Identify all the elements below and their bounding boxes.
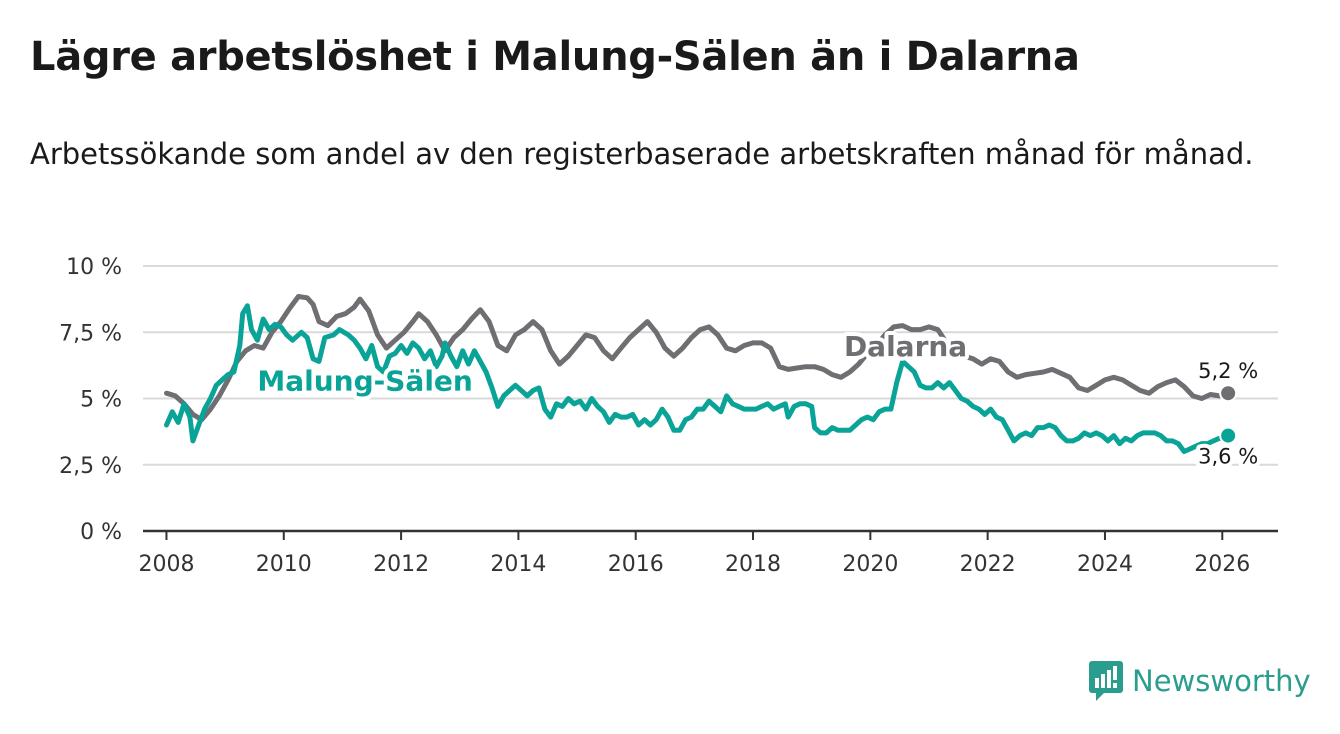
end-value-label-dalarna: 5,2 % xyxy=(1198,359,1258,383)
end-value-label-malung-s-len: 3,6 % xyxy=(1198,445,1258,469)
newsworthy-logo[interactable]: Newsworthy xyxy=(1088,660,1311,702)
series-labels: Dalarna 5,2 % Malung-Sälen 3,6 % xyxy=(253,326,1262,473)
series-label-malung-s-len: Malung-Sälen xyxy=(257,365,472,398)
x-tick-label: 2008 xyxy=(138,552,194,577)
x-tick-label: 2014 xyxy=(490,552,546,577)
x-tick-label: 2022 xyxy=(960,552,1016,577)
series-lines xyxy=(164,294,1238,454)
x-tick-label: 2016 xyxy=(608,552,664,577)
y-axis-ticks: 0 % 2,5 % 5 % 7,5 % 10 % xyxy=(59,255,122,545)
series-label-dalarna: Dalarna xyxy=(844,330,967,363)
newsworthy-logo-icon xyxy=(1089,661,1123,701)
end-point-dalarna xyxy=(1219,384,1238,403)
y-tick-label: 7,5 % xyxy=(59,321,122,346)
x-tick-label: 2020 xyxy=(842,552,898,577)
series-line-dalarna xyxy=(164,294,1231,423)
x-axis-ticks: 2008 2010 2012 2014 2016 2018 2020 2022 2024 2026 xyxy=(138,531,1250,577)
chart-subtitle: Arbetssökande som andel av den registerb… xyxy=(30,137,1254,171)
brand-name: Newsworthy xyxy=(1132,664,1311,698)
y-tick-label: 0 % xyxy=(80,520,122,545)
x-tick-label: 2024 xyxy=(1077,552,1133,577)
x-tick-label: 2010 xyxy=(256,552,312,577)
x-tick-label: 2018 xyxy=(725,552,781,577)
series-line-malung-s-len xyxy=(164,303,1231,454)
x-tick-label: 2012 xyxy=(373,552,429,577)
y-tick-label: 2,5 % xyxy=(59,454,122,479)
end-point-malung-s-len xyxy=(1219,426,1238,445)
y-tick-label: 10 % xyxy=(66,255,122,280)
y-tick-label: 5 % xyxy=(80,388,122,413)
chart-title: Lägre arbetslöshet i Malung-Sälen än i D… xyxy=(30,34,1080,80)
x-tick-label: 2026 xyxy=(1194,552,1250,577)
gridlines xyxy=(143,265,1278,466)
